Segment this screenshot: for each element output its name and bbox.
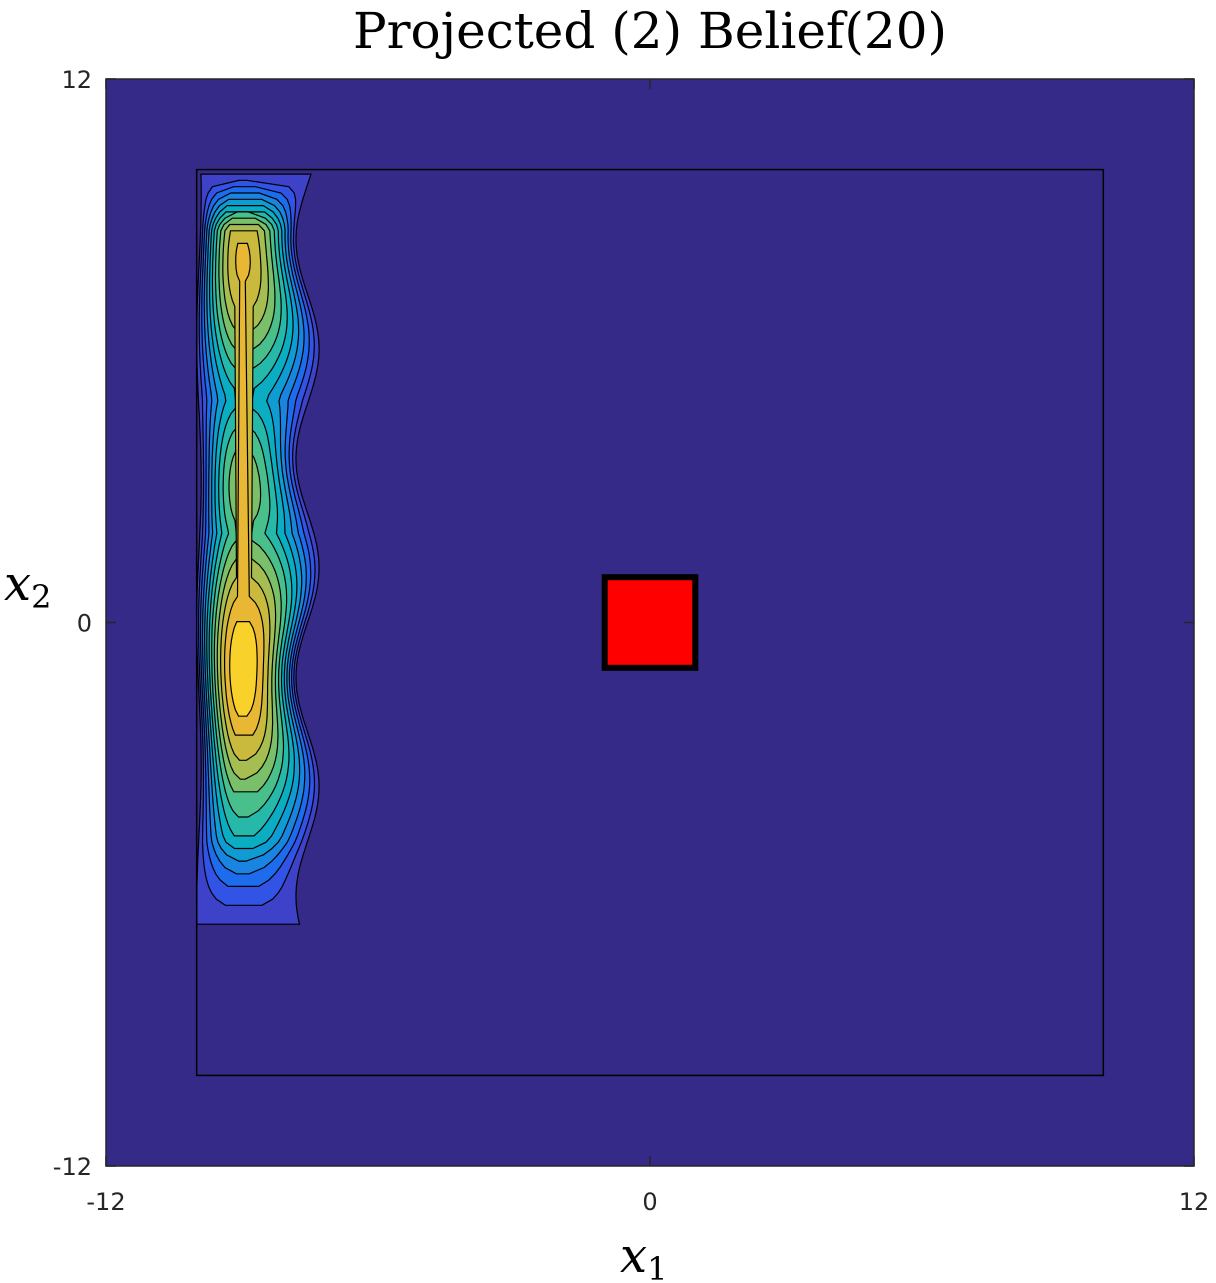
contour-level-13 [229, 621, 258, 717]
target-square [601, 574, 699, 671]
x-tick-label: 0 [642, 1188, 657, 1216]
contour-level-12 [224, 242, 265, 736]
chart-title: Projected (2) Belief(20) [352, 2, 948, 60]
y-axis-label: x2 [4, 556, 51, 616]
boundary-box [195, 168, 1105, 1077]
belief-contours [196, 173, 320, 925]
y-tick-label: 0 [77, 610, 92, 638]
y-tick-label: 12 [61, 66, 92, 94]
x-tick-label: 12 [1179, 1188, 1210, 1216]
x-tick-label: -12 [86, 1188, 125, 1216]
x-axis-label: x1 [620, 1228, 667, 1283]
y-tick-label: -12 [53, 1153, 92, 1181]
